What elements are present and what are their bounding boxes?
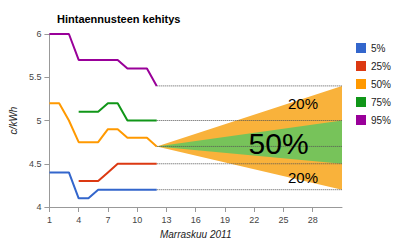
svg-text:95%: 95% <box>371 115 391 126</box>
svg-text:16: 16 <box>191 215 201 225</box>
svg-text:19: 19 <box>220 215 230 225</box>
svg-text:13: 13 <box>161 215 171 225</box>
svg-text:6: 6 <box>36 29 41 39</box>
svg-text:Hintaennusteen kehitys: Hintaennusteen kehitys <box>57 13 180 25</box>
svg-text:4: 4 <box>36 202 41 212</box>
svg-text:25%: 25% <box>371 61 391 72</box>
svg-text:22: 22 <box>249 215 259 225</box>
svg-text:5.5: 5.5 <box>29 72 42 82</box>
svg-text:Marraskuu 2011: Marraskuu 2011 <box>160 229 232 240</box>
svg-text:50%: 50% <box>249 127 309 160</box>
svg-text:25: 25 <box>278 215 288 225</box>
svg-text:4.5: 4.5 <box>29 159 42 169</box>
svg-text:c/kWh: c/kWh <box>8 106 19 134</box>
svg-text:28: 28 <box>308 215 318 225</box>
svg-text:20%: 20% <box>288 95 318 112</box>
svg-text:5%: 5% <box>371 43 386 54</box>
svg-text:7: 7 <box>105 215 110 225</box>
svg-text:1: 1 <box>47 215 52 225</box>
svg-text:5: 5 <box>36 116 41 126</box>
svg-text:50%: 50% <box>371 79 391 90</box>
svg-text:10: 10 <box>132 215 142 225</box>
svg-text:75%: 75% <box>371 97 391 108</box>
svg-text:20%: 20% <box>288 169 318 186</box>
svg-text:4: 4 <box>76 215 81 225</box>
